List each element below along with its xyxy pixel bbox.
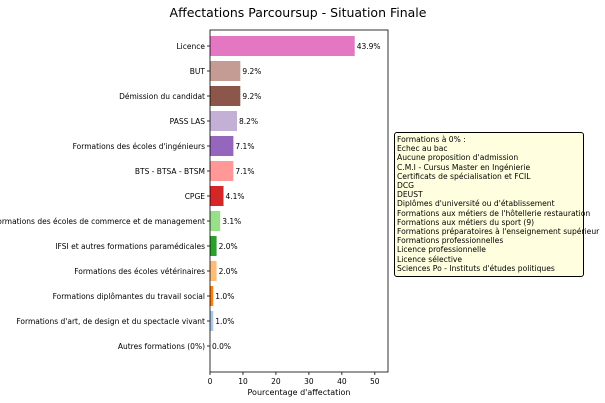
bar — [210, 211, 221, 231]
category-label: Démission du candidat — [119, 92, 205, 101]
x-tick-label: 30 — [304, 377, 314, 386]
category-label: BTS - BTSA - BTSM — [135, 167, 205, 176]
note-line: DEUST — [397, 190, 423, 200]
note-line: Echec au bac — [397, 144, 448, 154]
x-tick-label: 20 — [271, 377, 281, 386]
note-line: Formations à 0% : — [397, 135, 466, 144]
bar — [210, 186, 224, 206]
plot-frame — [209, 29, 389, 373]
category-label: Autres formations (0%) — [118, 342, 205, 351]
bar-value-label: 1.0% — [215, 317, 234, 326]
bar-value-label: 9.2% — [242, 92, 261, 101]
note-line: Sciences Po - Instituts d'études politiq… — [397, 263, 555, 273]
category-label: PASS LAS — [170, 117, 206, 126]
bar — [210, 36, 355, 56]
bar — [210, 286, 214, 306]
note-line: Licence professionnelle — [397, 245, 486, 255]
bar-value-label: 2.0% — [219, 267, 238, 276]
bar — [210, 236, 217, 256]
bars-layer: 43.9% 9.2% 9.2% 8.2% 7.1% 7.1% 4.1% 3.1% 2.0% 2.0… — [210, 36, 381, 351]
zero-percent-formations-note: Formations à 0% : Echec au bac Aucune prop… — [394, 132, 600, 278]
bar-value-label: 43.9% — [357, 42, 381, 51]
bar — [210, 311, 214, 331]
bar-value-label: 1.0% — [215, 292, 234, 301]
bar-value-label: 2.0% — [219, 242, 238, 251]
x-tick-label: 50 — [370, 377, 380, 386]
category-label: Formations des écoles d'ingénieurs — [73, 142, 205, 151]
note-line: Formations aux métiers du sport (9) — [397, 217, 535, 227]
bar-value-label: 8.2% — [239, 117, 258, 126]
bar-value-label: 7.1% — [235, 142, 254, 151]
note-lines: Formations à 0% : Echec au bac Aucune prop… — [397, 135, 600, 273]
note-line: Formations préparatoires à l'enseignemen… — [397, 227, 600, 237]
note-line: DCG — [397, 181, 415, 191]
bar — [210, 61, 241, 81]
note-line: Formations aux métiers de l'hôtellerie r… — [397, 208, 591, 218]
category-label: Formations des écoles vétérinaires — [74, 267, 205, 276]
category-label: Formations diplômantes du travail social — [53, 292, 205, 301]
category-label: Licence — [177, 42, 206, 51]
bar-value-label: 7.1% — [235, 167, 254, 176]
note-line: Aucune proposition d'admission — [397, 153, 519, 163]
note-line: Formations professionnelles — [397, 236, 504, 246]
note-line: Certificats de spécialisation et FCIL — [397, 171, 531, 181]
bar-value-label: 0.0% — [212, 342, 231, 351]
x-tick-label: 40 — [337, 377, 347, 386]
bar — [210, 86, 241, 106]
x-tick-label: 10 — [238, 377, 248, 386]
note-line: Licence sélective — [397, 254, 463, 264]
category-label: BUT — [190, 67, 206, 76]
bar — [210, 161, 234, 181]
axes: Licence BUT Démission du candidat PASS LAS F… — [0, 29, 389, 386]
bar-value-label: 3.1% — [222, 217, 241, 226]
category-label: Formations d'art, de design et du specta… — [16, 317, 205, 326]
bar-value-label: 4.1% — [226, 192, 245, 201]
category-label: CPGE — [185, 192, 206, 201]
bar — [210, 261, 217, 281]
note-line: Diplômes d'université ou d'établissement — [397, 199, 555, 209]
bar — [210, 136, 234, 156]
chart-title: Affectations Parcoursup - Situation Fina… — [170, 5, 427, 20]
note-line: C.M.I - Cursus Master en Ingénierie — [397, 162, 531, 172]
category-label: IFSI et autres formations paramédicales — [55, 242, 205, 251]
x-tick-label: 0 — [208, 377, 213, 386]
x-axis-label: Pourcentage d'affectation — [248, 388, 351, 397]
category-label: Formations des écoles de commerce et de … — [0, 217, 205, 226]
bar-value-label: 9.2% — [242, 67, 261, 76]
bar — [210, 111, 238, 131]
